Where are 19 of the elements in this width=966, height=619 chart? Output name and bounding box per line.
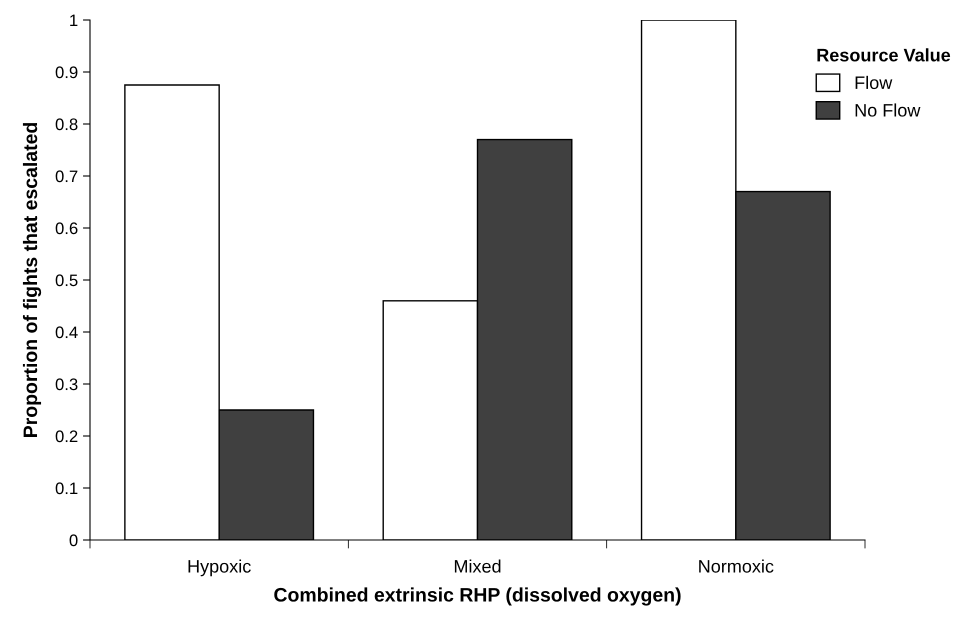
legend-label: No Flow (856, 103, 920, 117)
x-axis-title: Combined extrinsic RHP (dissolved oxygen) (274, 587, 681, 606)
y-tick-label: 0.6 (56, 222, 78, 234)
y-tick-label: 1 (70, 14, 78, 26)
y-tick-label: 0.9 (56, 66, 78, 78)
legend-title: Resource Value (817, 48, 950, 62)
x-tick-label: Normoxic (699, 559, 774, 573)
y-tick-label: 0.1 (56, 482, 78, 494)
y-tick-label: 0.7 (56, 170, 78, 182)
y-tick-label: 0.4 (56, 326, 78, 338)
y-tick-label: 0.2 (56, 430, 78, 442)
y-tick-label: 0.5 (56, 274, 78, 286)
x-tick-label: Hypoxic (188, 559, 251, 576)
y-tick-label: 0.8 (56, 118, 78, 130)
y-axis-title: Proportion of fights that escalated (22, 123, 42, 437)
y-tick-label: 0 (70, 534, 78, 546)
legend-label: Flow (856, 76, 892, 90)
y-tick-label: 0.3 (56, 378, 78, 390)
x-tick-label: Mixed (454, 559, 500, 573)
